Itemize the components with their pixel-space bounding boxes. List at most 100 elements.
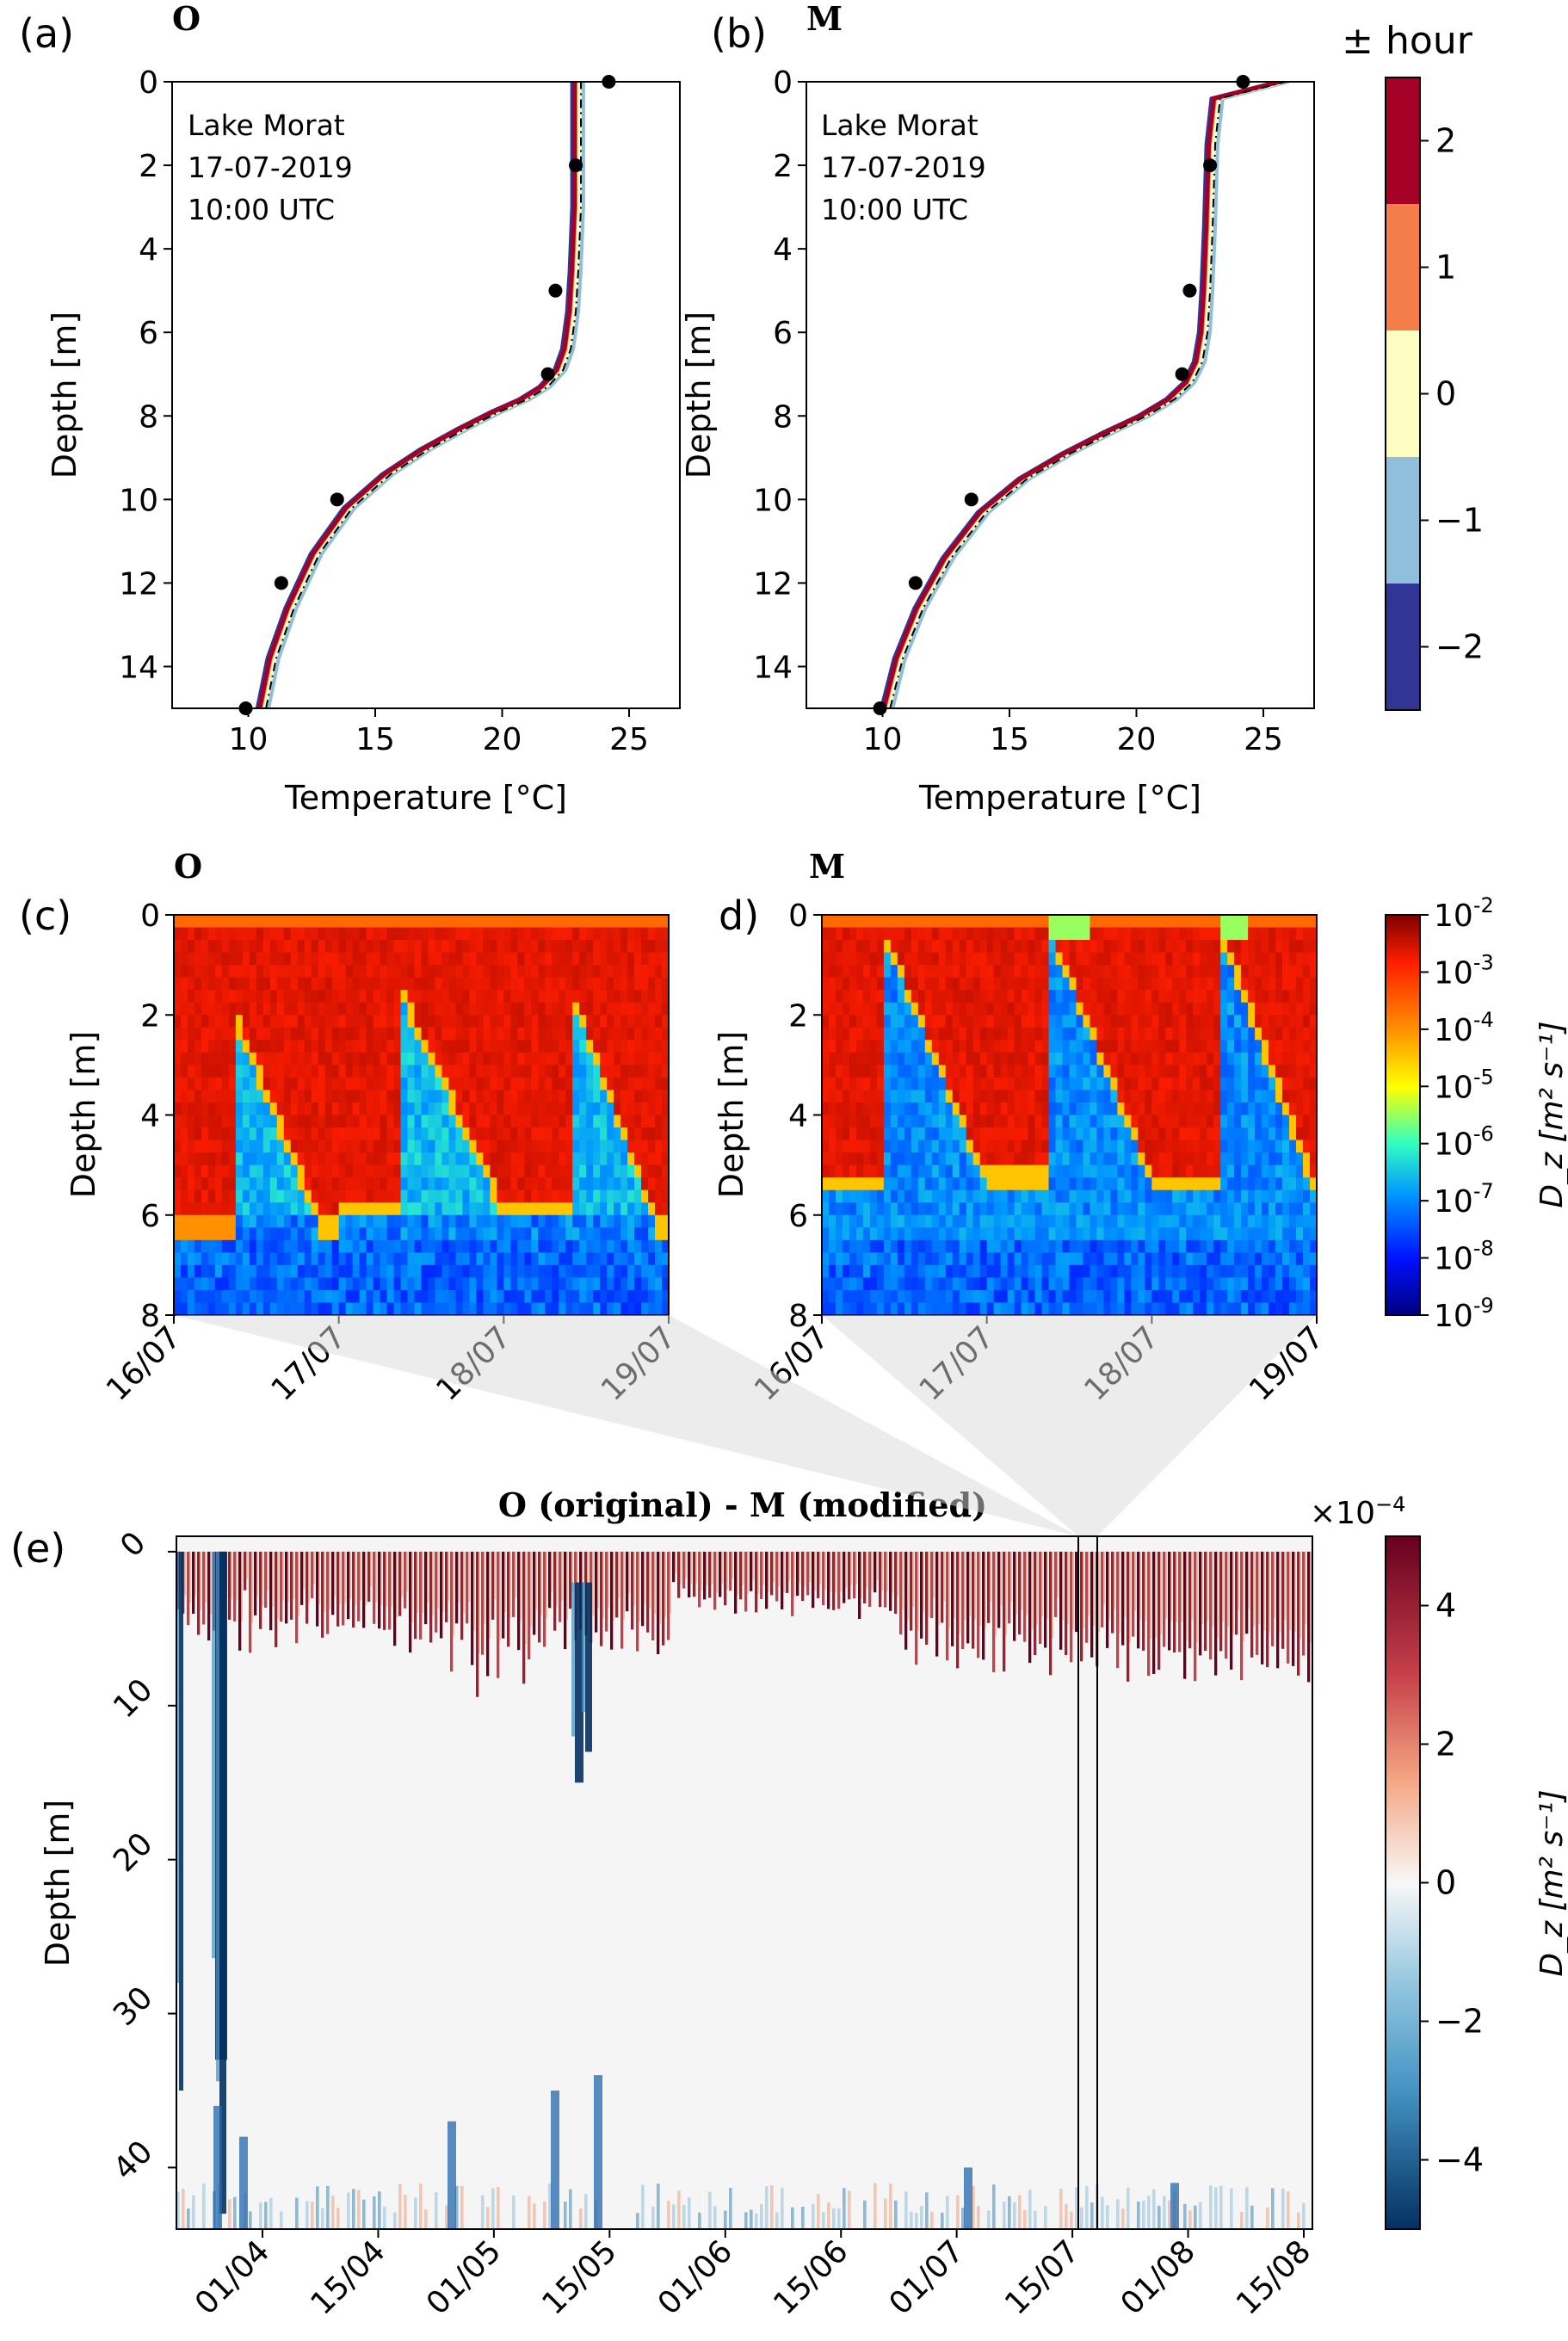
heatmap-cell: [1248, 1015, 1256, 1028]
heatmap-cell: [924, 1052, 933, 1065]
y-tick-label: 2: [140, 998, 160, 1034]
heatmap-cell: [1248, 1140, 1256, 1153]
heatmap-cell: [876, 990, 885, 1004]
heatmap-cell: [1220, 1065, 1228, 1078]
heatmap-cell: [359, 1177, 367, 1191]
heatmap-cell: [386, 1040, 395, 1053]
heatmap-cell: [1076, 1065, 1084, 1078]
heatmap-cell: [366, 952, 374, 966]
heatmap-cell: [1000, 1177, 1009, 1191]
heatmap-cell: [510, 1002, 518, 1016]
heatmap-cell: [331, 1077, 340, 1091]
heatmap-cell: [1275, 1027, 1283, 1041]
heatmap-cell: [559, 940, 566, 954]
heatmap-cell: [917, 952, 926, 966]
heatmap-cell: [600, 1077, 608, 1091]
heatmap-cell: [373, 927, 381, 941]
heatmap-cell: [1034, 1002, 1043, 1016]
diff-bottom-speckle: [202, 2183, 206, 2229]
diff-spike-positive: [455, 1551, 459, 1624]
heatmap-cell: [828, 952, 836, 966]
heatmap-cell: [290, 1102, 299, 1116]
heatmap-cell: [214, 1102, 223, 1116]
heatmap-cell: [1096, 1164, 1105, 1178]
heatmap-cell: [1158, 1177, 1166, 1191]
diff-bottom-speckle: [352, 2189, 355, 2229]
heatmap-cell: [579, 1102, 587, 1116]
heatmap-cell: [174, 1127, 182, 1141]
heatmap-cell: [869, 1040, 878, 1053]
heatmap-cell: [262, 1102, 271, 1116]
heatmap-cell: [1158, 1264, 1166, 1279]
heatmap-cell: [462, 1152, 471, 1166]
heatmap-cell: [1069, 940, 1077, 954]
heatmap-cell: [441, 1140, 450, 1153]
heatmap-cell: [1289, 940, 1297, 954]
heatmap-cell: [822, 1214, 830, 1228]
heatmap-cell: [1131, 1002, 1139, 1016]
heatmap-cell: [586, 1264, 594, 1279]
heatmap-cell: [579, 1027, 587, 1041]
heatmap-cell: [842, 1164, 850, 1178]
heatmap-cell: [269, 1239, 278, 1253]
heatmap-cell: [318, 1040, 326, 1053]
heatmap-cell: [338, 1102, 347, 1116]
heatmap-cell: [855, 1177, 864, 1191]
diff-bottom-speckle: [419, 2183, 423, 2229]
heatmap-cell: [993, 1140, 1002, 1153]
heatmap-cell: [1241, 1127, 1249, 1141]
heatmap-cell: [655, 1115, 663, 1128]
heatmap-cell: [373, 1002, 381, 1016]
heatmap-cell: [593, 1077, 601, 1091]
heatmap-cell: [476, 940, 484, 954]
heatmap-cell: [428, 1040, 436, 1053]
heatmap-cell: [483, 1127, 491, 1141]
heatmap-cell: [1303, 1140, 1311, 1153]
heatmap-cell: [1200, 1077, 1207, 1091]
heatmap-cell: [1021, 1252, 1029, 1266]
heatmap-cell: [565, 1140, 573, 1153]
heatmap-cell: [655, 1040, 663, 1053]
heatmap-cell: [510, 1102, 518, 1116]
heatmap-cell: [483, 915, 491, 929]
heatmap-cell: [552, 1189, 559, 1203]
heatmap-cell: [1262, 1164, 1269, 1178]
heatmap-cell: [655, 927, 663, 941]
heatmap-cell: [538, 965, 546, 979]
heatmap-cell: [331, 1152, 340, 1166]
heatmap-cell: [1000, 1040, 1009, 1053]
heatmap-cell: [828, 1027, 836, 1041]
y-tick-label: 8: [140, 1299, 160, 1334]
heatmap-cell: [1179, 1239, 1187, 1253]
heatmap-cell: [435, 1277, 443, 1291]
heatmap-cell: [187, 965, 195, 979]
heatmap-cell: [1138, 1127, 1145, 1141]
heatmap-cell: [993, 1127, 1002, 1141]
heatmap-cell: [1131, 1164, 1139, 1178]
heatmap-cell: [552, 927, 559, 941]
heatmap-cell: [1227, 1090, 1235, 1103]
heatmap-cell: [911, 1040, 919, 1053]
heatmap-cell: [911, 1140, 919, 1153]
heatmap-cell: [579, 1164, 587, 1178]
heatmap-cell: [503, 990, 511, 1004]
heatmap-cell: [283, 927, 292, 941]
heatmap-cell: [559, 1252, 566, 1266]
observation-point: [569, 158, 583, 173]
heatmap-cell: [435, 1164, 443, 1178]
heatmap-cell: [235, 1264, 244, 1279]
heatmap-cell: [1062, 1164, 1071, 1178]
heatmap-cell: [924, 1152, 933, 1166]
heatmap-cell: [490, 927, 497, 941]
heatmap-cell: [214, 1090, 223, 1103]
heatmap-cell: [228, 965, 237, 979]
heatmap-cell: [1241, 1002, 1249, 1016]
heatmap-cell: [614, 1302, 621, 1316]
heatmap-cell: [194, 1164, 202, 1178]
heatmap-cell: [1000, 1002, 1009, 1016]
heatmap-cell: [1248, 965, 1256, 979]
heatmap-cell: [311, 940, 319, 954]
heatmap-cell: [1262, 1289, 1269, 1304]
heatmap-cell: [414, 940, 423, 954]
heatmap-cell: [600, 1127, 608, 1141]
